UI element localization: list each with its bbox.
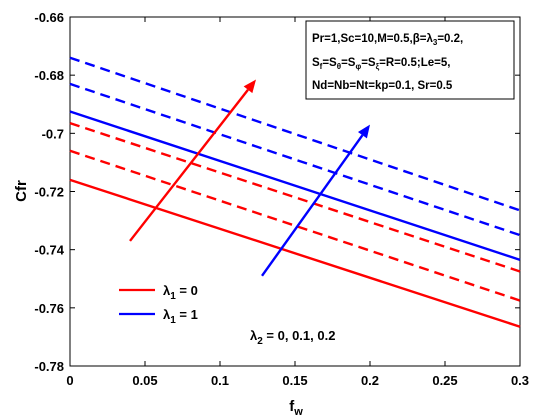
legend: λ1 = 0 λ1 = 1: [119, 283, 198, 326]
y-tick-label: -0.68: [34, 68, 64, 83]
y-tick-label: -0.76: [34, 301, 64, 316]
y-tick-label: -0.66: [34, 10, 64, 25]
legend-label-lambda1-1: λ1 = 1: [163, 307, 198, 326]
lambda2-annotation: λ2 = 0, 0.1, 0.2: [250, 328, 335, 347]
series-line-4: [69, 110, 521, 261]
y-tick-label: -0.78: [34, 359, 64, 374]
x-tick-label: 0: [66, 373, 73, 388]
legend-label-lambda1-0: λ1 = 0: [163, 283, 198, 302]
trend-arrow-head-2: [357, 124, 370, 139]
trend-arrow-shaft-1: [129, 89, 249, 242]
x-tick-label: 0.15: [282, 373, 307, 388]
x-tick-label: 0.1: [211, 373, 229, 388]
parameter-line-3: Nd=Nb=Nt=kp=0.1, Sr=0.5: [312, 80, 453, 92]
x-tick-label: 0.05: [132, 373, 157, 388]
x-tick-label: 0.25: [432, 373, 457, 388]
x-tick-label: 0.2: [361, 373, 379, 388]
series-line-1: [69, 178, 521, 328]
y-tick-label: -0.74: [34, 243, 64, 258]
parameter-box-frame: [305, 20, 515, 100]
parameter-line-1: Pr=1,Sc=10,M=0.5,β=λ3=0.2,: [312, 33, 463, 47]
y-tick-label: -0.7: [42, 126, 64, 141]
y-tick-label: -0.72: [34, 185, 64, 200]
x-tick-label: 0.3: [511, 373, 529, 388]
y-axis-title: Cfr: [13, 180, 30, 202]
arrow-layer: [129, 79, 370, 277]
trend-arrow-shaft-2: [261, 134, 364, 277]
series-layer: [69, 56, 521, 328]
tick-layer: 0 0.05 0.1 0.15 0.2 0.25 0.3 -0.78 -0.76 -0.74 -0.…: [34, 10, 529, 388]
parameter-box: Pr=1,Sc=10,M=0.5,β=λ3=0.2, Sf=Sθ=Sφ=Sξ=R…: [305, 20, 515, 100]
trend-arrow-head-1: [243, 79, 256, 94]
parameter-line-2: Sf=Sθ=Sφ=Sξ=R=0.5;Le=5,: [312, 57, 450, 71]
